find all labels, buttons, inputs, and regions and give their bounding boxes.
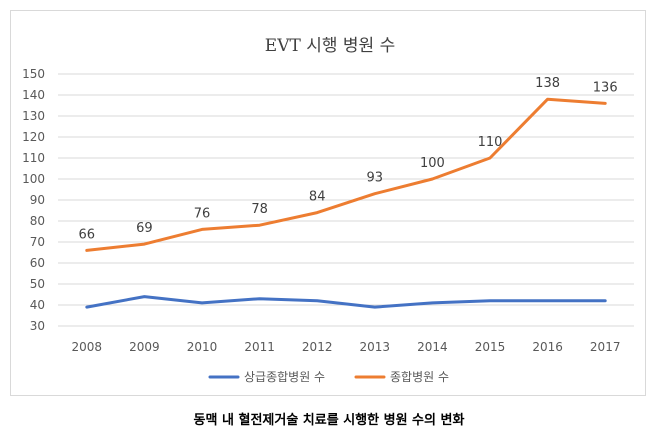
- legend-label: 종합병원 수: [390, 370, 449, 384]
- y-tick-label: 130: [22, 109, 45, 123]
- data-label: 69: [136, 221, 153, 236]
- data-label: 76: [194, 206, 211, 221]
- data-label: 110: [478, 135, 503, 150]
- y-axis-ticks: 30 40 50 60 70 80 90 100 110 120 130 140 150: [22, 67, 45, 333]
- data-label: 66: [79, 227, 96, 242]
- y-tick-label: 80: [30, 214, 45, 228]
- y-tick-label: 110: [22, 151, 45, 165]
- legend-label: 상급종합병원 수: [244, 370, 325, 384]
- y-tick-label: 60: [30, 256, 45, 270]
- data-label: 93: [367, 171, 384, 186]
- x-tick-label: 2017: [590, 340, 621, 354]
- y-tick-label: 40: [30, 298, 45, 312]
- series-lines: [85, 97, 607, 309]
- y-tick-label: 140: [22, 88, 45, 102]
- x-tick-label: 2010: [187, 340, 218, 354]
- gridlines: [58, 73, 634, 327]
- x-tick-label: 2016: [532, 340, 563, 354]
- data-label: 100: [420, 156, 445, 171]
- data-label: 78: [251, 202, 268, 217]
- chart-title: EVT 시행 병원 수: [265, 36, 395, 56]
- data-label: 138: [535, 76, 560, 91]
- x-tick-label: 2009: [129, 340, 160, 354]
- y-tick-label: 70: [30, 235, 45, 249]
- y-tick-label: 150: [22, 67, 45, 81]
- y-tick-label: 120: [22, 130, 45, 144]
- y-tick-label: 50: [30, 277, 45, 291]
- x-tick-label: 2012: [302, 340, 333, 354]
- data-label: 84: [309, 190, 326, 205]
- data-label: 136: [593, 80, 618, 95]
- data-labels: 66 69 76 78 84 93 100 110 138 136: [79, 76, 618, 242]
- x-tick-label: 2014: [417, 340, 448, 354]
- series-line-1: [85, 295, 607, 309]
- x-tick-label: 2015: [475, 340, 506, 354]
- x-tick-label: 2013: [360, 340, 391, 354]
- figure-caption: 동맥 내 혈전제거술 치료를 시행한 병원 수의 변화: [193, 413, 465, 428]
- x-axis-ticks: 2008 2009 2010 2011 2012 2013 2014 2015 2016 2017: [72, 340, 621, 354]
- y-tick-label: 30: [30, 319, 45, 333]
- legend: 상급종합병원 수 종합병원 수: [208, 370, 449, 384]
- y-tick-label: 100: [22, 172, 45, 186]
- x-tick-label: 2008: [72, 340, 103, 354]
- line-chart: EVT 시행 병원 수 30 40 50 60 70 80 90 100 110 120 130 14…: [22, 36, 634, 384]
- y-tick-label: 90: [30, 193, 45, 207]
- series-line-2: [85, 97, 607, 252]
- x-tick-label: 2011: [244, 340, 275, 354]
